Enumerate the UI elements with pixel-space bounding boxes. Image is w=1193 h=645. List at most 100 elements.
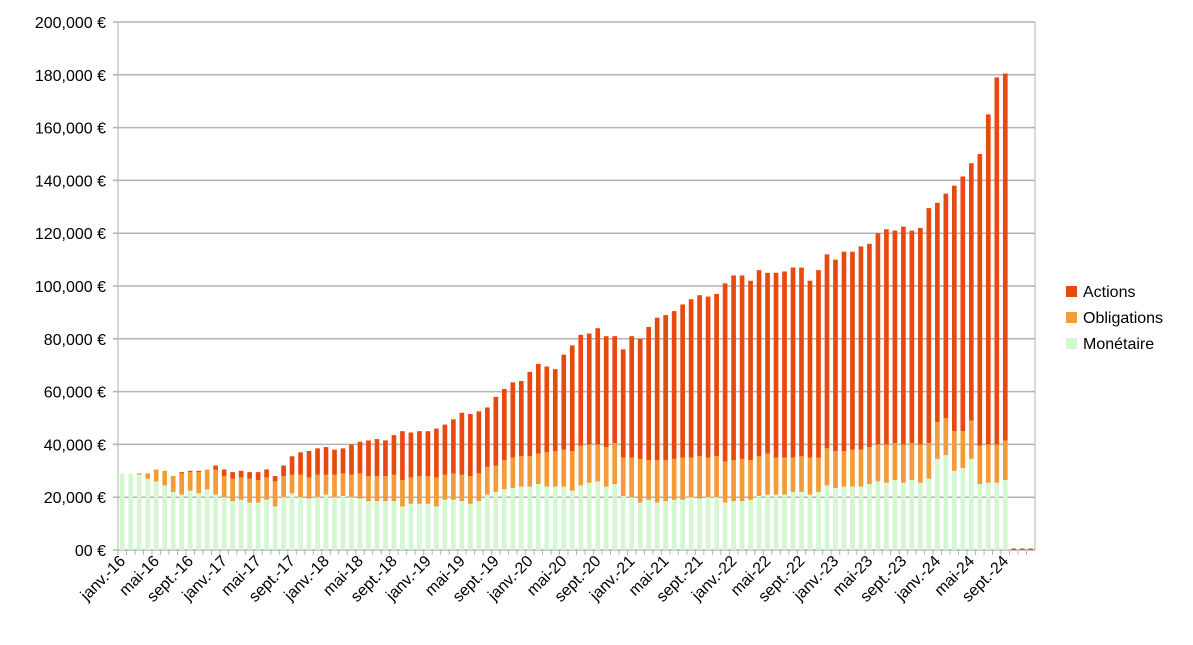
bar-actions [935, 202, 940, 422]
bar-monetaire [578, 485, 584, 550]
bar-monetaire [238, 499, 244, 550]
bar-obligations [374, 476, 380, 502]
bar-monetaire [281, 497, 286, 550]
bar-obligations [468, 476, 473, 504]
bar-actions [739, 275, 745, 459]
y-tick-label: 80,000 € [44, 332, 106, 349]
bar-obligations [136, 473, 142, 475]
bar-obligations [663, 460, 668, 502]
bar-actions [289, 456, 295, 475]
bar-actions [1011, 548, 1017, 550]
bar-obligations [714, 456, 719, 498]
bar-actions [663, 315, 668, 461]
bar-obligations [204, 469, 210, 490]
bar-actions [366, 440, 371, 477]
bar-monetaire [272, 506, 278, 550]
bar-monetaire [349, 497, 354, 550]
bar-monetaire [340, 495, 346, 550]
bar-actions [816, 270, 821, 458]
bar-obligations [773, 457, 779, 495]
bar-monetaire [816, 491, 821, 550]
bar-obligations [858, 449, 864, 487]
bar-monetaire [425, 503, 431, 550]
bar-obligations [493, 465, 499, 492]
bar-obligations [383, 476, 388, 502]
bar-obligations [824, 448, 830, 486]
bar-obligations [391, 474, 397, 502]
bar-actions [697, 295, 702, 457]
bar-actions [790, 267, 796, 458]
bar-actions [629, 336, 635, 458]
bar-actions [264, 469, 269, 478]
bar-obligations [595, 444, 601, 482]
bar-obligations [935, 421, 940, 459]
bar-monetaire [680, 499, 685, 550]
bar-monetaire [867, 484, 872, 550]
bar-monetaire [442, 499, 448, 550]
bar-actions [238, 470, 244, 478]
bar-actions [892, 230, 898, 444]
bar-monetaire [960, 468, 966, 550]
bar-monetaire [646, 499, 652, 550]
bar-monetaire [603, 486, 609, 550]
bar-actions [943, 193, 949, 418]
bar-actions [383, 440, 388, 477]
bar-monetaire [136, 474, 142, 550]
bar-actions [518, 381, 524, 457]
bar-monetaire [561, 486, 567, 550]
bar-monetaire [671, 499, 677, 550]
bar-monetaire [654, 502, 660, 550]
bar-actions [722, 283, 728, 462]
bar-actions [841, 251, 847, 451]
bar-monetaire [289, 493, 295, 550]
legend-swatch-actions [1066, 286, 1077, 297]
bar-obligations [434, 477, 439, 507]
bar-obligations [179, 473, 185, 495]
bar-monetaire [595, 481, 601, 550]
bar-actions [1002, 73, 1008, 441]
bar-monetaire [510, 487, 516, 550]
bar-actions [459, 412, 465, 475]
bar-monetaire [841, 486, 847, 550]
bar-monetaire [391, 501, 397, 550]
bar-obligations [535, 453, 541, 484]
bar-monetaire [323, 494, 329, 550]
bar-monetaire [782, 494, 787, 550]
bar-obligations [603, 447, 609, 487]
bar-monetaire [935, 458, 940, 550]
bar-actions [918, 227, 923, 445]
bar-monetaire [451, 499, 456, 550]
bar-monetaire [884, 482, 889, 550]
bar-actions [952, 185, 957, 432]
bar-actions [875, 233, 881, 445]
bar-actions [451, 419, 456, 474]
bar-obligations [850, 449, 855, 487]
bar-actions [1019, 548, 1025, 550]
bar-obligations [807, 457, 813, 495]
bar-actions [612, 336, 618, 444]
bar-obligations [425, 476, 431, 504]
bar-monetaire [926, 478, 932, 550]
y-tick-label: 200,000 € [35, 15, 106, 32]
bar-obligations [909, 443, 915, 481]
bar-obligations [357, 473, 363, 499]
bar-monetaire [756, 495, 762, 550]
bar-actions [247, 472, 252, 479]
bar-monetaire [552, 486, 558, 550]
bar-obligations [756, 456, 762, 496]
y-tick-label: 180,000 € [35, 68, 106, 85]
bar-obligations [255, 480, 261, 503]
y-axis-labels: 00 € 20,000 € 40,000 € 60,000 € 80,000 € 100,… [35, 15, 106, 560]
bar-actions [620, 349, 626, 458]
bar-monetaire [119, 473, 125, 550]
bar-monetaire [952, 470, 957, 550]
bar-actions [315, 448, 320, 475]
bar-monetaire [476, 501, 482, 550]
bar-actions [213, 465, 218, 470]
bar-actions [850, 251, 855, 450]
bar-obligations [238, 477, 244, 500]
bar-actions [230, 472, 235, 479]
bar-monetaire [697, 498, 702, 550]
bar-obligations [960, 431, 966, 469]
